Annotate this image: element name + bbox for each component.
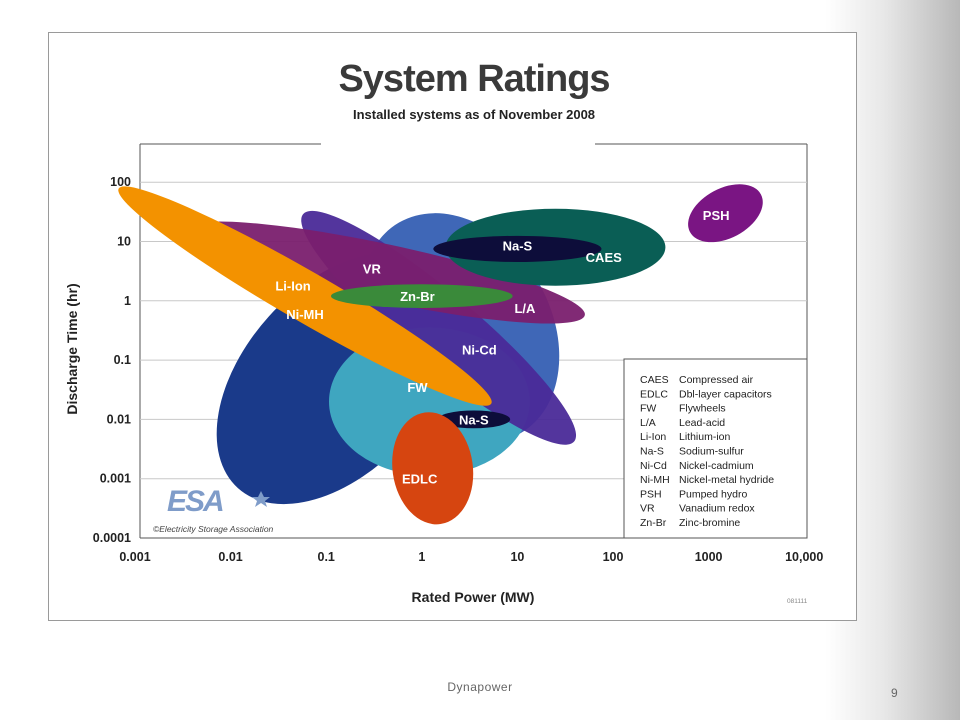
legend-name: Lead-acid: [679, 417, 725, 429]
legend-name: Pumped hydro: [679, 488, 747, 500]
esa-logo-mark: ESA: [167, 485, 223, 518]
legend-box: [623, 358, 808, 539]
esa-logo-star-icon: [252, 491, 270, 507]
region-label-na-s: Na-S: [503, 239, 533, 254]
legend-abbr: L/A: [640, 417, 656, 429]
tick-layer: 0.0001 0.001 0.01 0.1 1 10 100 0.001 0.01 0.1 1 10 1…: [93, 175, 824, 564]
region-label-li-ion: Li-Ion: [275, 279, 310, 294]
x-tick-label: 1: [418, 550, 425, 564]
y-tick-label: 10: [117, 235, 131, 249]
chart-card: System Ratings Installed systems as of N…: [48, 32, 857, 621]
legend-name: Nickel-cadmium: [679, 460, 754, 472]
x-axis-label: Rated Power (MW): [412, 589, 535, 605]
region-label-ni-mh: Ni-MH: [286, 307, 324, 322]
legend-name: Lithium-ion: [679, 431, 731, 443]
y-tick-label: 0.0001: [93, 531, 131, 545]
y-tick-label: 0.1: [114, 353, 131, 367]
x-tick-label: 0.01: [218, 550, 242, 564]
region-psh: [688, 184, 763, 243]
region-label-ni-cd: Ni-Cd: [462, 343, 497, 358]
legend-name: Sodium-sulfur: [679, 446, 744, 458]
region-label-zn-br: Zn-Br: [400, 289, 435, 304]
legend-abbr: Ni-Cd: [640, 460, 667, 472]
x-tick-label: 10: [510, 550, 524, 564]
legend-abbr: Li-Ion: [640, 431, 666, 443]
region-na-s: [433, 235, 602, 262]
region-label-vr: VR: [363, 262, 382, 277]
legend-abbr: FW: [640, 403, 656, 415]
page-number: 9: [891, 686, 898, 700]
y-axis-label: Discharge Time (hr): [64, 283, 80, 414]
legend-abbr: VR: [640, 503, 655, 515]
x-tick-label: 0.001: [119, 550, 150, 564]
chart-subtitle: Installed systems as of November 2008: [353, 107, 595, 122]
region-label-l-a: L/A: [514, 301, 536, 316]
region-label-fw: FW: [407, 380, 428, 395]
region-label-edlc: EDLC: [402, 472, 438, 487]
region-layer: [118, 184, 763, 525]
esa-logo-caption: ©Electricity Storage Association: [153, 524, 274, 534]
chart-title: System Ratings: [338, 58, 609, 100]
legend-abbr: Zn-Br: [640, 517, 667, 529]
legend-name: Compressed air: [679, 374, 754, 386]
legend-name: Dbl-layer capacitors: [679, 388, 772, 400]
region-label-caes: CAES: [586, 250, 622, 265]
region-label-layer: Ni-MH L/A FW Ni-Cd VR Li-Ion Zn-Br CAES Na-S Na-S…: [275, 208, 729, 487]
legend-name: Nickel-metal hydride: [679, 474, 774, 486]
x-tick-label: 1000: [695, 550, 723, 564]
x-tick-label: 0.1: [318, 550, 335, 564]
legend-name: Vanadium redox: [679, 503, 755, 515]
region-li-ion: [118, 186, 492, 406]
y-tick-label: 1: [124, 294, 131, 308]
x-tick-label: 10,000: [785, 550, 823, 564]
legend-abbr: EDLC: [640, 388, 668, 400]
legend-name: Zinc-bromine: [679, 517, 740, 529]
legend: CAES Compressed air EDLC Dbl-layer capacito…: [640, 374, 774, 529]
legend-name: Flywheels: [679, 403, 726, 415]
y-tick-label: 0.01: [107, 412, 131, 426]
region-label-psh: PSH: [703, 208, 730, 223]
chart-svg: System Ratings Installed systems as of N…: [64, 58, 824, 605]
region-edlc: [392, 412, 474, 525]
x-tick-label: 100: [603, 550, 624, 564]
y-tick-label: 100: [110, 175, 131, 189]
footer-company: Dynapower: [447, 680, 513, 694]
legend-abbr: PSH: [640, 488, 662, 500]
region-na-s: [437, 410, 511, 429]
region-label-na-s: Na-S: [459, 412, 489, 427]
y-tick-label: 0.001: [100, 472, 131, 486]
legend-abbr: Ni-MH: [640, 474, 670, 486]
esa-logo: ESA ©Electricity Storage Association: [153, 485, 274, 534]
region-zn-br: [330, 284, 513, 308]
legend-abbr: Na-S: [640, 446, 664, 458]
legend-abbr: CAES: [640, 374, 669, 386]
chart-code: 081111: [787, 598, 808, 605]
